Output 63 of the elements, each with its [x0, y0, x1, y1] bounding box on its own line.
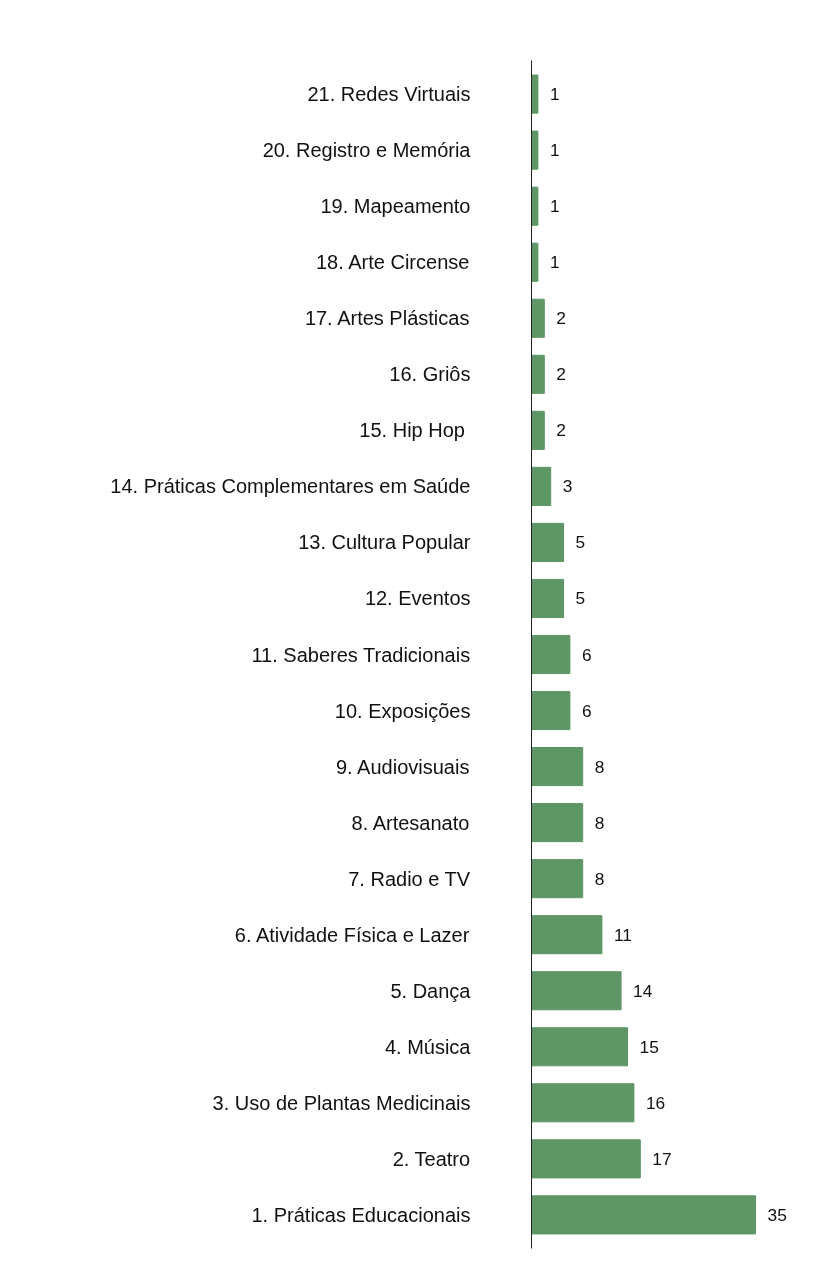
y-tick-label: 9. Audiovisuais — [335, 755, 470, 778]
y-tick-label: 16. Griôs — [389, 363, 471, 386]
bar — [531, 578, 564, 619]
data-label: 8 — [594, 868, 605, 889]
y-tick-label: 13. Cultura Popular — [298, 531, 471, 554]
bar — [531, 747, 584, 787]
data-label: 16 — [645, 1092, 666, 1113]
data-label: 1 — [549, 84, 560, 105]
bar — [531, 130, 539, 170]
y-tick-label: 19. Mapeamento — [320, 195, 471, 218]
y-tick-label: 20. Registro e Memória — [262, 139, 472, 162]
bar — [531, 298, 545, 338]
bar — [531, 1195, 756, 1235]
data-label: 17 — [652, 1148, 672, 1169]
data-label: 1 — [549, 196, 560, 217]
bar — [531, 803, 584, 843]
data-label: 2 — [556, 308, 566, 329]
y-tick-label: 12. Eventos — [364, 587, 471, 610]
data-label: 1 — [549, 252, 560, 273]
y-tick-label: 3. Uso de Plantas Medicinais — [212, 1091, 471, 1114]
data-label: 14 — [633, 980, 653, 1001]
data-label: 8 — [594, 812, 605, 833]
data-label: 2 — [556, 420, 566, 441]
bar — [531, 859, 584, 899]
y-tick-label: 18. Arte Circense — [315, 251, 470, 274]
bar — [531, 915, 603, 955]
bar — [531, 1083, 635, 1123]
bar — [531, 186, 539, 226]
bar — [531, 74, 539, 114]
data-label: 11 — [613, 924, 632, 945]
data-label: 15 — [639, 1036, 659, 1057]
bar — [531, 1027, 628, 1067]
data-label: 1 — [549, 140, 560, 161]
bar — [531, 466, 552, 506]
data-label: 35 — [767, 1204, 787, 1225]
data-label: 3 — [562, 476, 573, 497]
data-label: 5 — [575, 532, 586, 553]
y-tick-label: 7. Radio e TV — [348, 867, 471, 890]
y-tick-label: 14. Práticas Complementares em Saúde — [110, 475, 471, 498]
bar — [531, 634, 571, 675]
bar — [531, 1139, 641, 1179]
y-tick-label: 6. Atividade Física e Lazer — [234, 923, 470, 946]
bar — [531, 354, 545, 394]
bar — [531, 410, 545, 450]
data-label: 6 — [581, 644, 592, 665]
bar — [531, 971, 622, 1011]
y-tick-label: 2. Teatro — [392, 1147, 471, 1170]
bar — [531, 242, 539, 282]
y-tick-label: 17. Artes Plásticas — [304, 307, 470, 330]
y-tick-label: 4. Música — [384, 1035, 472, 1058]
y-tick-label: 11. Saberes Tradicionais — [251, 643, 471, 666]
y-tick-label: 15. Hip Hop — [359, 419, 465, 442]
y-tick-label: 1. Práticas Educacionais — [251, 1203, 471, 1226]
bar — [531, 522, 564, 562]
bar — [531, 690, 571, 731]
y-tick-label: 10. Exposições — [334, 699, 471, 722]
data-label: 2 — [556, 364, 566, 385]
data-label: 8 — [594, 756, 605, 777]
y-tick-label: 5. Dança — [390, 979, 472, 1002]
y-tick-label: 21. Redes Virtuais — [307, 83, 471, 106]
y-tick-label: 8. Artesanato — [351, 811, 470, 834]
data-label: 5 — [575, 588, 586, 609]
data-label: 6 — [581, 700, 592, 721]
